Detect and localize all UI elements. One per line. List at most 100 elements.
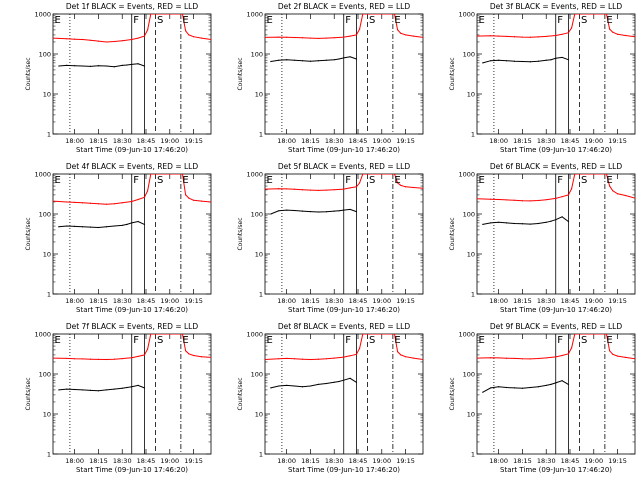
flag-label-e: E: [55, 175, 61, 186]
lld-point: [513, 36, 516, 38]
events-point: [126, 64, 128, 66]
lld-point: [567, 353, 570, 355]
lld-point: [477, 357, 478, 359]
lld-point: [192, 36, 195, 38]
events-point: [545, 59, 547, 61]
x-tick-label: 19:00: [160, 137, 179, 145]
lld-point: [537, 357, 539, 360]
y-tick-label: 100: [39, 210, 51, 218]
events-point: [555, 57, 557, 59]
lld-point: [545, 199, 547, 201]
lld-point: [325, 358, 327, 360]
x-tick-label: 19:00: [372, 137, 391, 145]
lld-point: [66, 357, 68, 360]
events-point: [505, 60, 508, 62]
events-point: [333, 381, 335, 383]
lld-point: [521, 358, 524, 360]
y-tick-label: 1000: [246, 330, 263, 338]
lld-point: [343, 188, 345, 190]
events-point: [498, 221, 500, 223]
x-tick-label: 18:45: [561, 297, 580, 305]
lld-point: [529, 358, 531, 360]
lld-series-line: [477, 14, 635, 38]
y-tick-label: 100: [251, 370, 263, 378]
y-axis-label: Counts/sec: [449, 377, 456, 410]
lld-point: [355, 34, 358, 36]
events-point: [567, 59, 570, 61]
x-tick-label: 19:15: [184, 297, 203, 305]
lld-point: [81, 38, 84, 41]
lld-point: [121, 202, 123, 204]
lld-point: [192, 354, 195, 357]
events-point: [355, 210, 358, 213]
lld-point: [265, 36, 266, 39]
events-point: [355, 58, 358, 60]
events-point: [490, 60, 492, 62]
x-tick-label: 19:00: [160, 297, 179, 305]
lld-point: [113, 40, 115, 43]
events-point: [309, 385, 312, 387]
flag-label-e: E: [606, 15, 612, 26]
plot-area: [265, 14, 423, 134]
plot-area: [477, 334, 635, 454]
events-point: [278, 59, 280, 61]
events-point: [293, 209, 296, 212]
y-tick-label: 1000: [458, 10, 475, 18]
flag-label-e: E: [479, 175, 485, 186]
events-point: [121, 64, 123, 66]
lld-point: [181, 174, 184, 175]
lld-point: [137, 198, 139, 201]
chart-title: Det 2f BLACK = Events, RED = LLD: [278, 2, 411, 11]
events-point: [121, 224, 123, 226]
lld-point: [529, 36, 531, 38]
events-point: [325, 59, 327, 61]
x-tick-label: 18:45: [137, 137, 156, 145]
y-axis-label: Counts/sec: [237, 377, 244, 410]
x-axis-label: Start Time (09-Jun-10 17:46:20): [76, 466, 188, 474]
flag-label-e: E: [267, 15, 273, 26]
events-point: [97, 226, 100, 229]
y-tick-label: 1000: [246, 170, 263, 178]
flag-label-f: F: [557, 15, 563, 26]
flag-label-e: E: [55, 335, 61, 346]
events-point: [81, 65, 84, 67]
events-point: [567, 220, 570, 223]
plot-area: [53, 174, 211, 294]
lld-point: [612, 190, 614, 192]
y-tick-label: 1: [259, 450, 263, 458]
events-point: [286, 384, 288, 386]
x-tick-label: 18:30: [537, 297, 556, 305]
lld-point: [188, 197, 190, 199]
plot-area: [265, 334, 423, 454]
events-point: [74, 225, 76, 227]
lld-point: [358, 347, 361, 349]
lld-point: [105, 41, 107, 43]
lld-point: [624, 194, 627, 197]
lld-point: [192, 199, 195, 201]
lld-point: [150, 174, 152, 175]
lld-point: [634, 197, 635, 199]
x-tick-label: 18:45: [561, 137, 580, 145]
lld-point: [505, 199, 508, 201]
lld-point: [498, 357, 500, 359]
x-tick-label: 18:15: [89, 137, 108, 145]
lld-point: [422, 187, 423, 189]
lld-point: [200, 356, 203, 358]
x-tick-label: 19:00: [584, 457, 603, 465]
events-point: [317, 383, 319, 385]
events-point: [126, 223, 128, 225]
events-point: [349, 377, 351, 379]
lld-point: [561, 196, 563, 198]
lld-point: [404, 356, 407, 358]
lld-point: [278, 36, 280, 38]
lld-point: [529, 200, 531, 202]
lld-point: [113, 358, 115, 360]
x-axis-label: Start Time (09-Jun-10 17:46:20): [500, 146, 612, 154]
lld-point: [365, 14, 367, 15]
lld-point: [355, 353, 358, 355]
flag-label-s: S: [581, 335, 587, 346]
flag-label-f: F: [557, 335, 563, 346]
lld-point: [624, 34, 627, 37]
lld-point: [293, 36, 296, 39]
y-tick-label: 10: [255, 250, 263, 258]
